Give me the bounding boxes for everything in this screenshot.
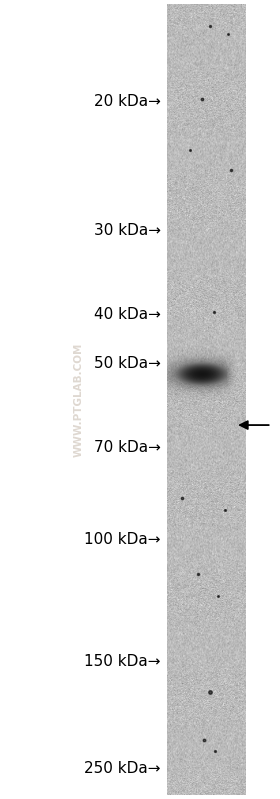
Text: 30 kDa→: 30 kDa→ — [94, 223, 161, 237]
Text: 70 kDa→: 70 kDa→ — [94, 440, 161, 455]
Text: 20 kDa→: 20 kDa→ — [94, 94, 161, 109]
Text: 150 kDa→: 150 kDa→ — [85, 654, 161, 669]
Text: WWW.PTGLAB.COM: WWW.PTGLAB.COM — [73, 342, 83, 457]
Text: 100 kDa→: 100 kDa→ — [85, 532, 161, 547]
Text: 40 kDa→: 40 kDa→ — [94, 307, 161, 321]
Text: 250 kDa→: 250 kDa→ — [85, 761, 161, 776]
Text: 50 kDa→: 50 kDa→ — [94, 356, 161, 371]
